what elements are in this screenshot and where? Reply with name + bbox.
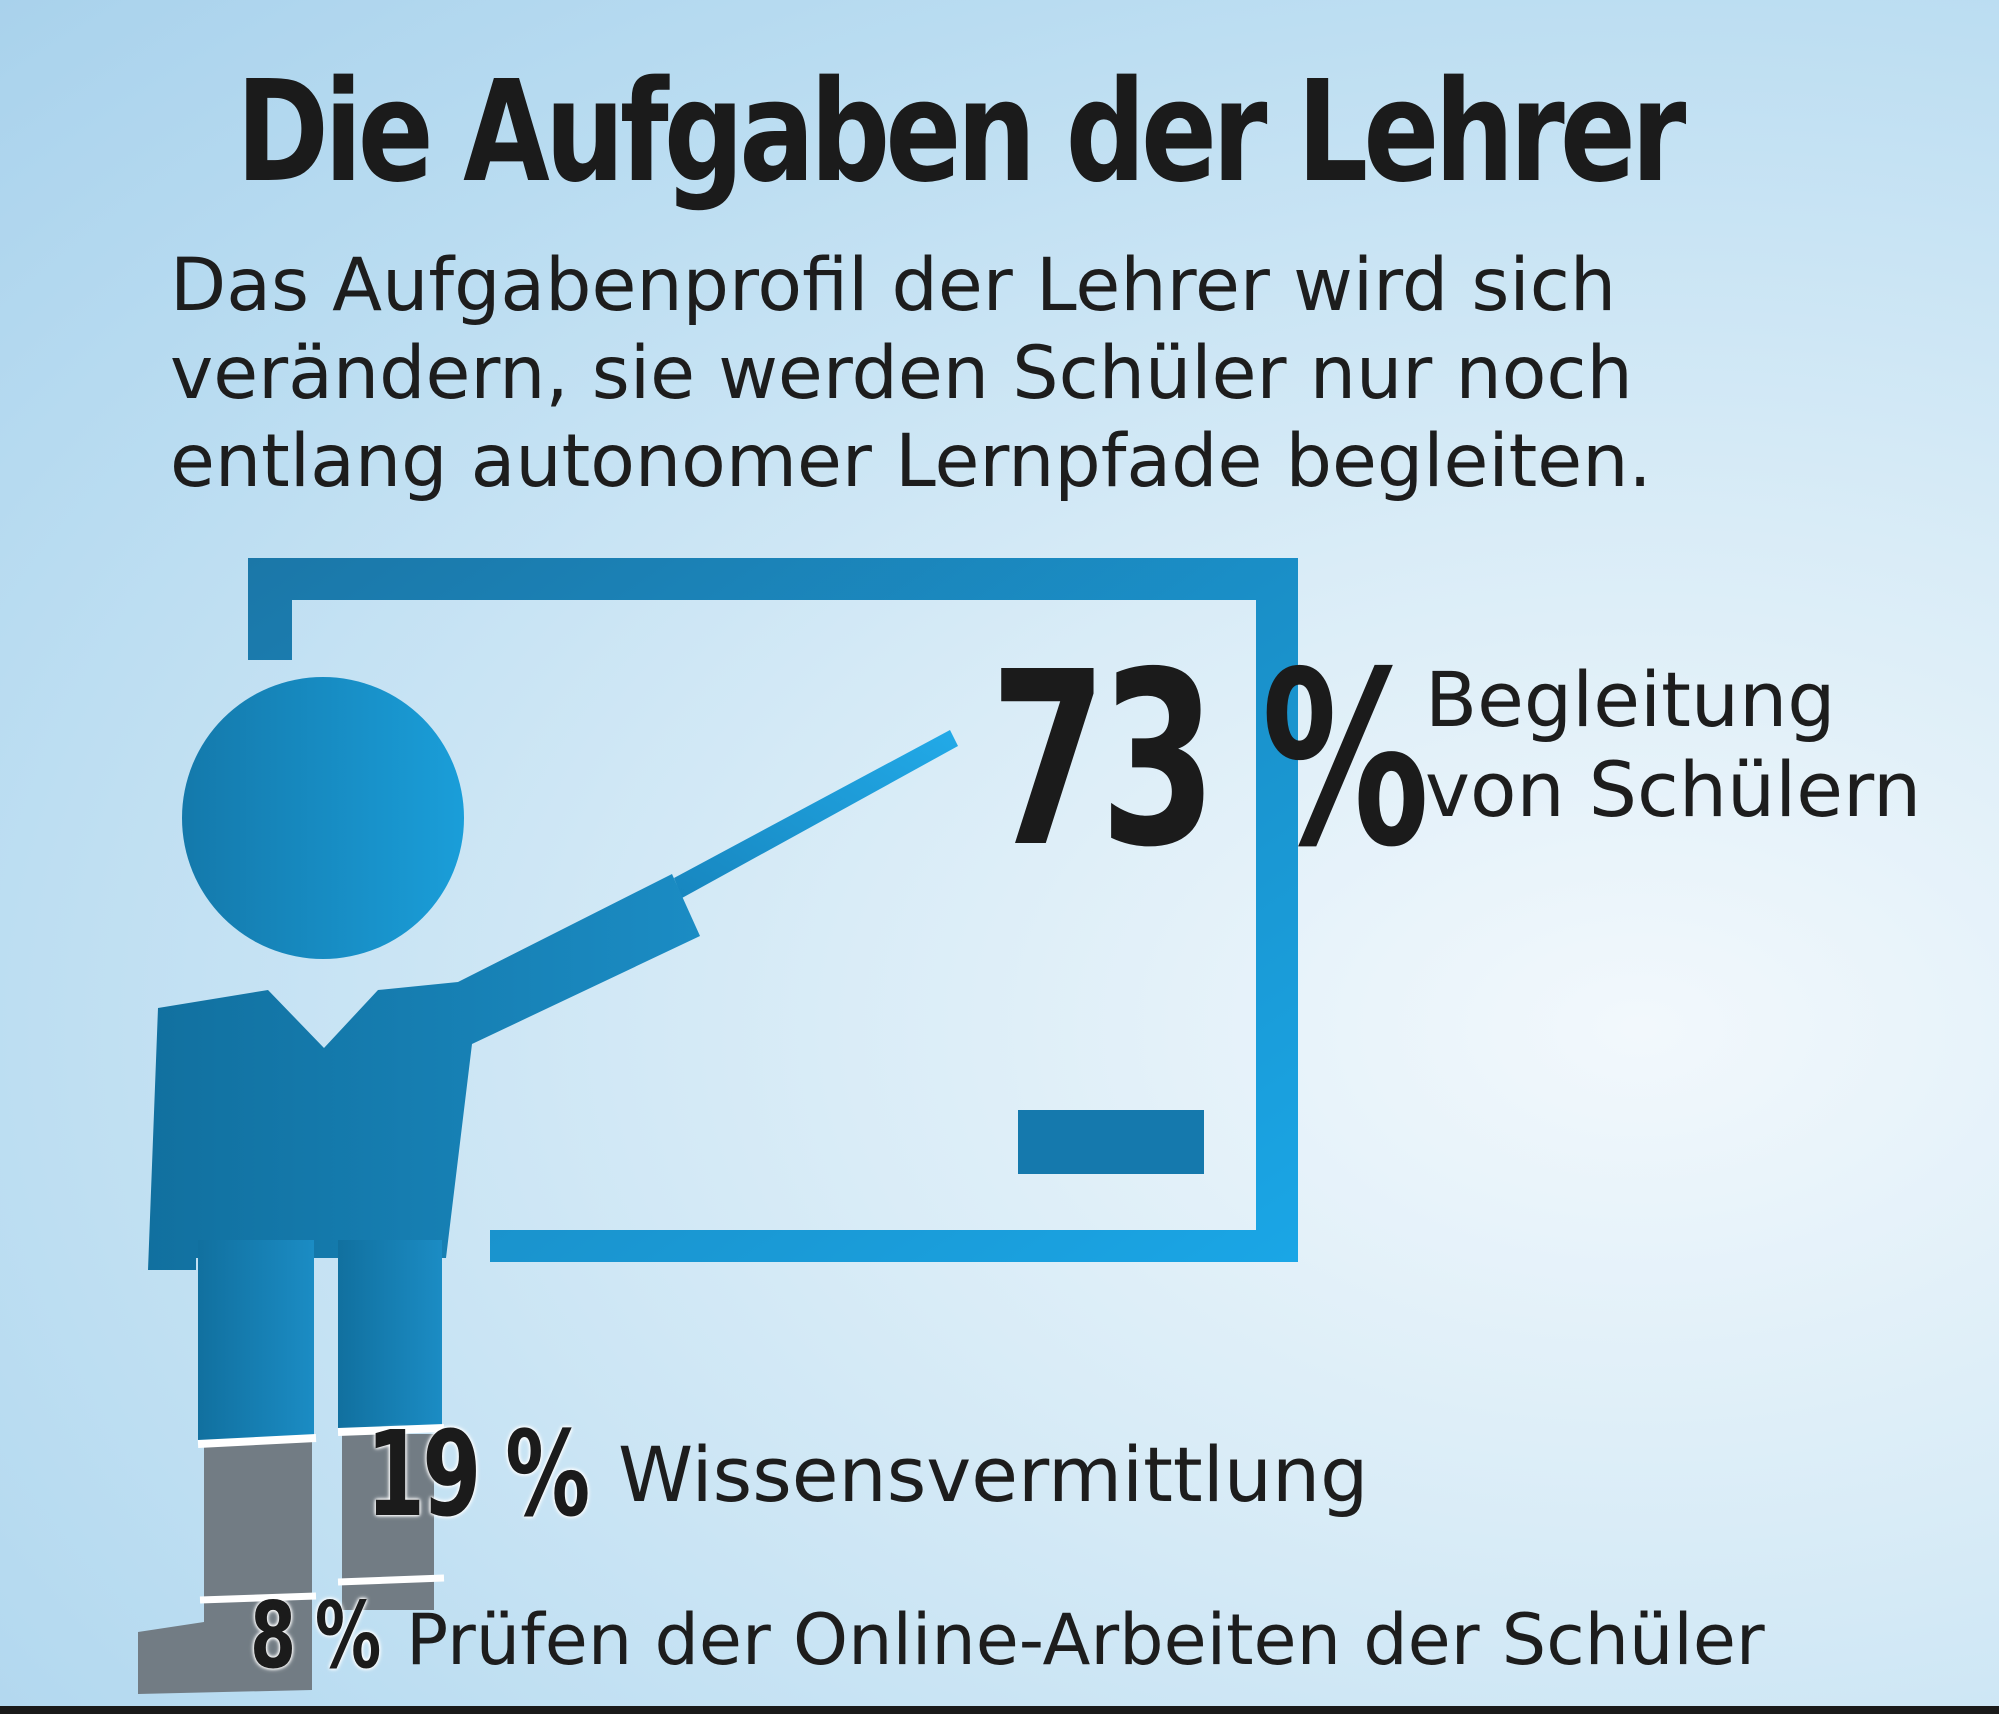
category-label-wissensvermittlung: Wissensvermittlung: [618, 1430, 1369, 1519]
whiteboard-icon: [248, 558, 1298, 1262]
category-label-pruefen: Prüfen der Online-Arbeiten der Schüler: [406, 1599, 1765, 1681]
value-label-wissensvermittlung: 19 %: [366, 1405, 590, 1543]
category-label-begleitung: Begleitung von Schülern: [1425, 655, 1922, 834]
pointer-stick-icon: [674, 730, 958, 898]
value-label-pruefen: 8 %: [250, 1582, 381, 1689]
teacher-figure-icon: [138, 677, 700, 1694]
value-label-begleitung: 73 %: [990, 620, 1430, 900]
bottom-rule: [0, 1706, 1999, 1714]
chart-subtitle: Das Aufgabenprofil der Lehrer wird sich …: [170, 243, 1652, 504]
